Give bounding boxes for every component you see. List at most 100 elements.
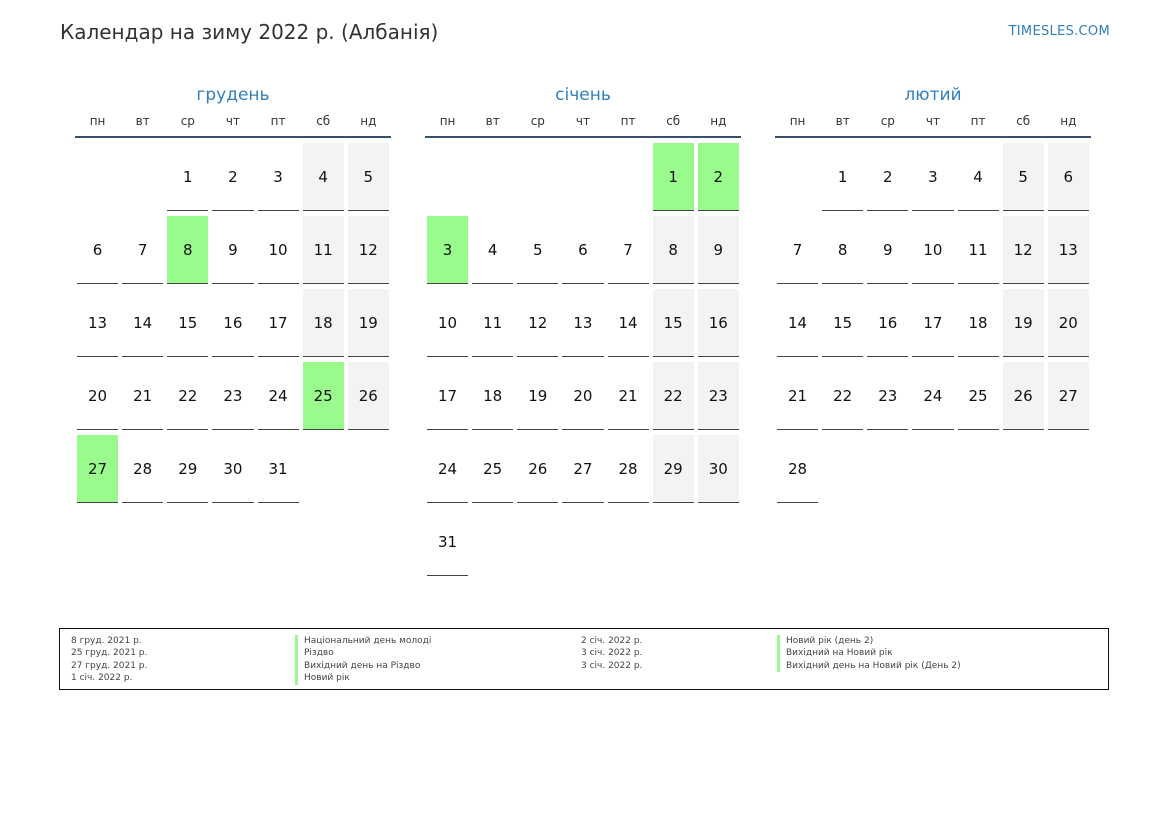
legend-date: 1 січ. 2022 р. (71, 672, 147, 684)
site-link[interactable]: TIMESLES.COM (1009, 24, 1110, 39)
day-cell: 17 (425, 357, 470, 430)
day-cell: 11 (956, 211, 1001, 284)
day-cell: 30 (210, 430, 255, 503)
weekday-header: пн вт ср чт пт сб нд (775, 106, 1091, 138)
day-cell: 3 (910, 138, 955, 211)
legend-date: 3 січ. 2022 р. (581, 660, 642, 672)
empty-cell (560, 138, 605, 211)
day-number: 15 (822, 289, 863, 357)
day-number: 5 (517, 216, 558, 284)
weekday-header: пн вт ср чт пт сб нд (75, 106, 391, 138)
day-cell: 12 (1001, 211, 1046, 284)
day-cell: 11 (470, 284, 515, 357)
day-cell: 3 (256, 138, 301, 211)
day-number: 4 (958, 143, 999, 211)
day-cell: 25 (470, 430, 515, 503)
day-number: 17 (258, 289, 299, 357)
day-cell: 13 (1046, 211, 1091, 284)
holiday-day: 8 (167, 216, 208, 284)
day-number: 16 (212, 289, 253, 357)
day-number: 16 (867, 289, 908, 357)
empty-cell (515, 138, 560, 211)
legend-names-col-1: Національний день молоді Різдво Вихідний… (295, 635, 431, 685)
day-cell: 26 (1001, 357, 1046, 430)
day-number: 10 (912, 216, 953, 284)
weekday-label: сб (1001, 114, 1046, 128)
page-title: Календар на зиму 2022 р. (Албанія) (60, 20, 438, 44)
day-cell: 2 (865, 138, 910, 211)
month-calendar: грудень пн вт ср чт пт сб нд 1 2 3 4 5 6 7 8 9 10 11 12 13 14… (75, 84, 391, 503)
legend-holiday-name: Вихідний день на Новий рік (День 2) (777, 660, 961, 672)
weekday-label: чт (210, 114, 255, 128)
weekday-label: пн (425, 114, 470, 128)
day-cell: 15 (165, 284, 210, 357)
legend-names-col-2: Новий рік (день 2) Вихідний на Новий рік… (777, 635, 961, 672)
day-number: 2 (867, 143, 908, 211)
day-number: 21 (608, 362, 649, 430)
day-cell: 23 (865, 357, 910, 430)
day-number: 15 (653, 289, 694, 357)
day-number: 31 (427, 508, 468, 576)
day-number: 4 (303, 143, 344, 211)
day-cell: 14 (775, 284, 820, 357)
day-number: 30 (212, 435, 253, 503)
day-cell: 27 (1046, 357, 1091, 430)
day-number: 14 (777, 289, 818, 357)
day-number: 24 (427, 435, 468, 503)
day-cell: 9 (865, 211, 910, 284)
day-cell: 11 (301, 211, 346, 284)
day-number: 26 (348, 362, 389, 430)
day-number: 14 (608, 289, 649, 357)
weekday-label: пт (606, 114, 651, 128)
day-cell: 16 (696, 284, 741, 357)
day-number: 18 (958, 289, 999, 357)
weekday-label: ср (165, 114, 210, 128)
day-cell: 13 (560, 284, 605, 357)
legend-holiday-name: Вихідний день на Різдво (295, 660, 431, 672)
day-number: 11 (472, 289, 513, 357)
day-number: 2 (212, 143, 253, 211)
day-number: 26 (517, 435, 558, 503)
day-cell: 14 (120, 284, 165, 357)
weekday-label: вт (120, 114, 165, 128)
weekday-label: чт (910, 114, 955, 128)
month-name: лютий (775, 84, 1091, 106)
day-number: 30 (698, 435, 739, 503)
day-cell: 18 (470, 357, 515, 430)
day-number: 9 (212, 216, 253, 284)
day-number: 9 (698, 216, 739, 284)
day-number: 29 (167, 435, 208, 503)
day-cell: 7 (606, 211, 651, 284)
holiday-day: 3 (427, 216, 468, 284)
day-cell: 10 (910, 211, 955, 284)
weekday-label: ср (515, 114, 560, 128)
day-cell: 8 (820, 211, 865, 284)
legend-dates-col-2: 2 січ. 2022 р. 3 січ. 2022 р. 3 січ. 202… (581, 635, 642, 672)
day-number: 24 (912, 362, 953, 430)
legend-holiday-name: Національний день молоді (295, 635, 431, 647)
month-calendar: січень пн вт ср чт пт сб нд 1 2 3 4 5 6 7 8 9 10 11 12 13 14 1… (425, 84, 741, 576)
day-number: 17 (427, 362, 468, 430)
day-number: 20 (1048, 289, 1089, 357)
day-cell: 27 (75, 430, 120, 503)
day-cell: 29 (651, 430, 696, 503)
days-grid: 1 2 3 4 5 6 7 8 9 10 11 12 13 14 15 16 17 18 19 20 21 22 23 24 2… (425, 138, 741, 576)
legend-date: 3 січ. 2022 р. (581, 647, 642, 659)
day-cell: 23 (210, 357, 255, 430)
weekday-label: нд (346, 114, 391, 128)
day-number: 26 (1003, 362, 1044, 430)
weekday-label: сб (651, 114, 696, 128)
day-cell: 10 (425, 284, 470, 357)
day-cell: 17 (910, 284, 955, 357)
day-cell: 22 (651, 357, 696, 430)
day-cell: 31 (425, 503, 470, 576)
weekday-label: нд (696, 114, 741, 128)
day-number: 22 (822, 362, 863, 430)
day-cell: 18 (301, 284, 346, 357)
day-cell: 4 (470, 211, 515, 284)
weekday-label: пн (775, 114, 820, 128)
day-cell: 6 (75, 211, 120, 284)
day-number: 28 (608, 435, 649, 503)
weekday-header: пн вт ср чт пт сб нд (425, 106, 741, 138)
day-cell: 4 (301, 138, 346, 211)
